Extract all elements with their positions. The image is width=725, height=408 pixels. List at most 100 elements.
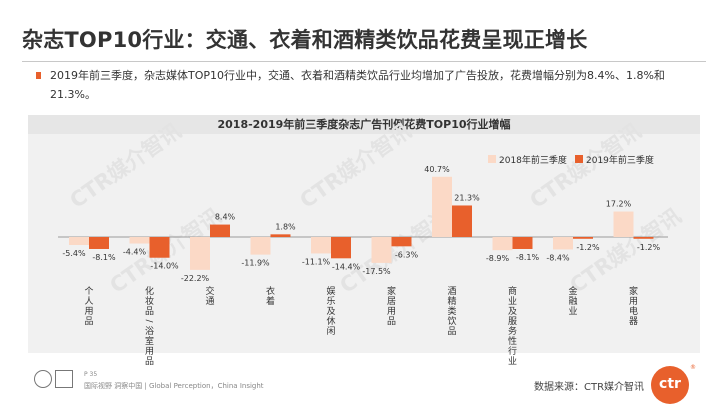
category-label-char: 服 <box>508 316 517 327</box>
bar-y2018 <box>613 211 634 237</box>
data-label: -1.2% <box>576 243 600 252</box>
data-label: -4.4% <box>123 248 147 257</box>
legend-swatch <box>488 155 496 163</box>
category-label-char: 业 <box>508 356 517 367</box>
bar-y2019 <box>512 237 533 249</box>
data-label: 17.2% <box>606 200 632 209</box>
data-label: -8.1% <box>516 253 540 262</box>
bar-y2019 <box>270 234 291 237</box>
category-label-char: 化 <box>145 285 154 297</box>
category-label-char: 务 <box>508 325 517 337</box>
bar-y2018 <box>432 176 452 237</box>
category-label-char: 品 <box>84 316 93 327</box>
category-label-char: 类 <box>447 305 456 317</box>
category-label-char: 用 <box>84 306 93 317</box>
legend-label: 2018年前三季度 <box>499 154 567 166</box>
data-label: -14.0% <box>150 262 179 271</box>
bar-y2019 <box>391 237 412 247</box>
category-label-char: 品 <box>145 356 154 367</box>
legend-label: 2019年前三季度 <box>586 154 654 166</box>
data-label: 21.3% <box>454 193 480 202</box>
category-label-char: 妆 <box>145 295 154 307</box>
category-label-char: 行 <box>508 345 517 357</box>
ctr-logo: ctr <box>651 366 689 404</box>
chart-panel <box>28 115 700 353</box>
category-label-char: 饮 <box>447 315 456 327</box>
category-label-char: 衣 <box>266 285 275 297</box>
bar-y2018 <box>492 237 513 251</box>
legend-swatch <box>575 155 583 163</box>
category-label-char: 性 <box>508 335 517 347</box>
data-label: -8.9% <box>486 254 510 263</box>
data-label: 8.4% <box>215 213 236 222</box>
partner-logo-icon-2 <box>55 370 73 388</box>
category-label-char: 精 <box>447 295 456 307</box>
bar-y2019 <box>331 237 351 259</box>
data-label: -14.4% <box>332 262 361 271</box>
category-label-char: 用 <box>145 346 154 357</box>
category-label-char: 家 <box>387 285 396 297</box>
data-label: -11.1% <box>302 257 331 266</box>
data-label: -8.1% <box>92 253 116 262</box>
slide-title: 杂志TOP10行业：交通、衣着和酒精类饮品花费呈现正增长 <box>22 28 588 52</box>
category-label-char: 用 <box>629 296 638 307</box>
bar-y2019 <box>210 224 230 237</box>
category-label-char: 娱 <box>326 285 335 297</box>
category-label-char: 人 <box>84 296 93 307</box>
bar-y2019 <box>573 237 593 239</box>
data-label: -11.9% <box>241 259 270 268</box>
data-label: -22.2% <box>181 274 210 283</box>
bar-y2019 <box>633 237 654 239</box>
category-label-char: 器 <box>629 316 638 327</box>
footer-slogan: 国际视野 洞察中国 | Global Perception，China Insi… <box>84 382 264 390</box>
data-source: 数据来源：CTR媒介智讯 <box>534 382 645 393</box>
data-label: 1.8% <box>275 222 296 231</box>
category-label-char: 商 <box>508 285 517 297</box>
data-label: -8.4% <box>546 253 570 262</box>
category-label-char: 品 <box>387 316 396 327</box>
category-label-char: 家 <box>629 285 638 297</box>
category-label-char: 室 <box>145 335 154 347</box>
bar-y2018 <box>371 237 392 263</box>
data-label: -1.2% <box>637 243 661 252</box>
category-label-char: 通 <box>205 296 214 307</box>
bar-y2018 <box>129 237 150 244</box>
category-label-char: 电 <box>629 305 638 317</box>
data-label: -6.3% <box>395 250 419 259</box>
category-label-char: 着 <box>266 295 275 307</box>
category-label-char: 业 <box>508 296 517 307</box>
summary-text: 2019年前三季度，杂志媒体TOP10行业中，交通、衣着和酒精类饮品行业均增加了… <box>50 69 665 101</box>
bar-y2019 <box>89 237 109 249</box>
chart-title: 2018-2019年前三季度杂志广告刊例花费TOP10行业增幅 <box>28 115 700 134</box>
bar-y2019 <box>149 237 170 258</box>
data-label: -5.4% <box>62 249 86 258</box>
category-label-char: 融 <box>568 296 577 307</box>
category-label-char: 乐 <box>326 295 335 307</box>
category-label-char: 金 <box>568 285 577 297</box>
category-label-char: 业 <box>568 306 577 317</box>
bar-y2019 <box>452 205 472 237</box>
category-label-char: 休 <box>326 315 335 327</box>
category-label-char: / <box>144 319 154 323</box>
partner-logo-icon <box>34 370 52 388</box>
page-number: P 35 <box>84 371 98 378</box>
category-label-char: 品 <box>145 306 154 317</box>
category-label-char: 居 <box>387 296 396 307</box>
bar-y2018 <box>311 237 331 254</box>
category-label-char: 闲 <box>326 326 335 337</box>
category-label-char: 交 <box>205 285 214 297</box>
registered-mark: ® <box>690 364 696 371</box>
data-label: 40.7% <box>424 165 450 174</box>
category-label-char: 浴 <box>145 326 154 337</box>
category-label-char: 用 <box>387 306 396 317</box>
bar-y2018 <box>250 237 271 255</box>
bullet-marker <box>36 72 41 79</box>
bar-y2018 <box>553 237 573 250</box>
category-label-char: 个 <box>84 286 93 297</box>
category-label-char: 酒 <box>447 286 456 297</box>
category-label-char: 及 <box>508 306 517 317</box>
title-divider <box>22 61 706 62</box>
category-label-char: 品 <box>447 326 456 337</box>
bar-y2018 <box>190 237 210 270</box>
